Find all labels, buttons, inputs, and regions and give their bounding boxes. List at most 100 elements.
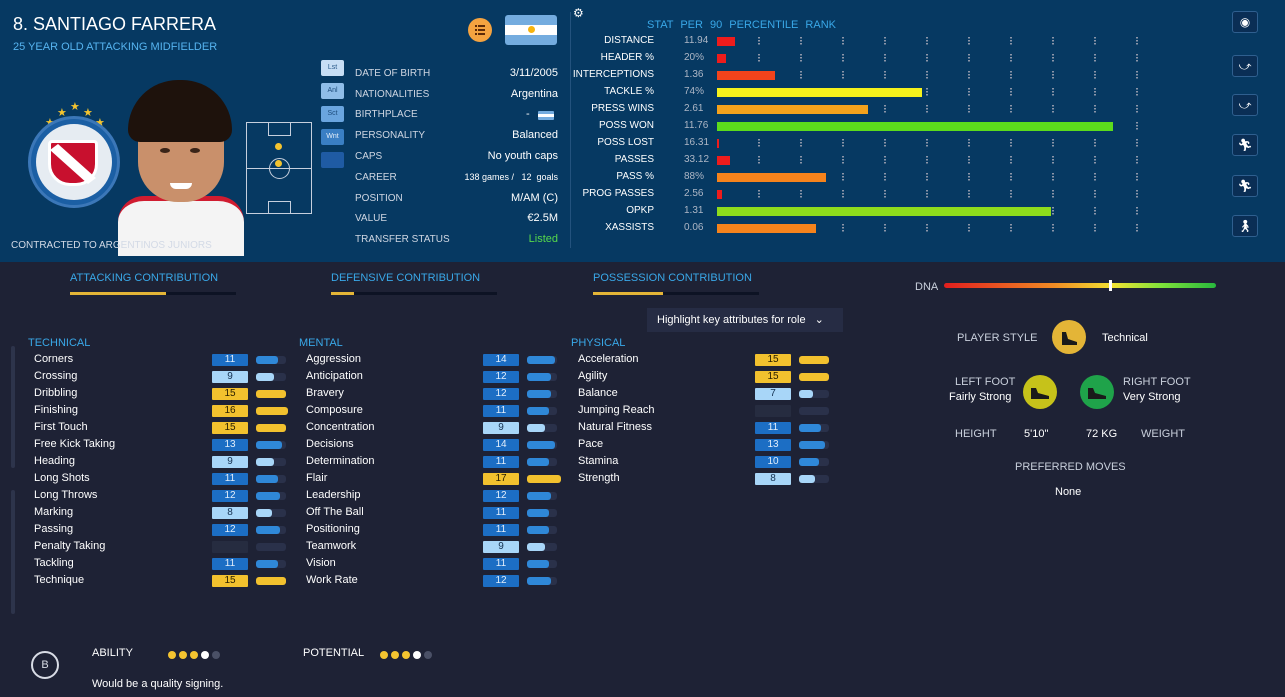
stat-gridline xyxy=(1094,207,1096,216)
running-icon[interactable]: 🏃︎ xyxy=(1232,175,1258,197)
stat-gridline xyxy=(842,156,844,165)
attribute-name[interactable]: Free Kick Taking xyxy=(34,438,116,450)
attribute-name[interactable]: Jumping Reach xyxy=(578,404,655,416)
stat-gridline xyxy=(842,139,844,148)
attribute-name[interactable]: Vision xyxy=(306,557,336,569)
attribute-name[interactable]: Technique xyxy=(34,574,85,586)
attribute-name[interactable]: Long Throws xyxy=(34,489,98,501)
attribute-name[interactable]: Positioning xyxy=(306,523,360,535)
attribute-bar xyxy=(256,560,278,568)
attribute-bar-track xyxy=(256,543,286,551)
attribute-name[interactable]: Heading xyxy=(34,455,75,467)
stat-gridline xyxy=(968,190,970,199)
attribute-name[interactable]: Marking xyxy=(34,506,74,518)
attribute-name[interactable]: Stamina xyxy=(578,455,619,467)
stat-gridline xyxy=(1052,139,1054,148)
stat-percentile-bar xyxy=(717,139,719,148)
attribute-name[interactable]: Agility xyxy=(578,370,608,382)
attribute-name[interactable]: Flair xyxy=(306,472,328,484)
attribute-name[interactable]: Acceleration xyxy=(578,353,639,365)
attribute-name[interactable]: Crossing xyxy=(34,370,78,382)
attribute-value: 9 xyxy=(483,541,519,553)
role-list-icon[interactable] xyxy=(468,18,492,42)
highlight-attributes-dropdown[interactable]: Highlight key attributes for role ⌄ xyxy=(647,308,843,332)
stat-gridline xyxy=(1010,224,1012,233)
attribute-name[interactable]: First Touch xyxy=(34,421,88,433)
attribute-name[interactable]: Balance xyxy=(578,387,618,399)
stat-gridline xyxy=(1136,224,1138,233)
role-pill-anl[interactable]: Anl xyxy=(321,83,344,99)
stat-percentile-bar xyxy=(717,37,736,46)
role-pill-wnt[interactable]: Wnt xyxy=(321,129,344,145)
attribute-name[interactable]: Aggression xyxy=(306,353,362,365)
attribute-name[interactable]: Decisions xyxy=(306,438,354,450)
attribute-name[interactable]: Bravery xyxy=(306,387,344,399)
stat-row: POSS LOST 16.31 xyxy=(580,136,1150,153)
stats-header: STAT PER 90 PERCENTILE RANK xyxy=(647,19,836,31)
attribute-name[interactable]: Composure xyxy=(306,404,363,416)
info-label: TRANSFER STATUS xyxy=(355,234,450,245)
role-pill-blank[interactable] xyxy=(321,152,344,168)
attribute-bar xyxy=(256,356,278,364)
stat-gridline xyxy=(1010,156,1012,165)
attribute-name[interactable]: Determination xyxy=(306,455,375,467)
attribute-value: 12 xyxy=(212,490,248,502)
stat-gridline xyxy=(1094,54,1096,63)
attribute-name[interactable]: Long Shots xyxy=(34,472,90,484)
dna-label: DNA xyxy=(915,281,939,293)
attribute-name[interactable]: Work Rate xyxy=(306,574,358,586)
attribute-name[interactable]: Penalty Taking xyxy=(34,540,106,552)
attribute-name[interactable]: Off The Ball xyxy=(306,506,364,518)
stat-name: TACKLE % xyxy=(604,86,654,97)
attribute-value: 11 xyxy=(483,507,519,519)
attribute-value: 11 xyxy=(212,354,248,366)
dna-bar xyxy=(944,283,1216,288)
role-pill-sct[interactable]: Sct xyxy=(321,106,344,122)
running-icon[interactable]: 🏃︎ xyxy=(1232,134,1258,156)
attribute-name[interactable]: Teamwork xyxy=(306,540,357,552)
player-name: 8. SANTIAGO FARRERA xyxy=(13,14,217,34)
info-label: CAPS xyxy=(355,151,383,162)
left-foot-label: LEFT FOOT xyxy=(955,376,1016,388)
attribute-name[interactable]: Anticipation xyxy=(306,370,363,382)
attribute-value: 15 xyxy=(212,388,248,400)
stat-gridline xyxy=(968,54,970,63)
potential-label: POTENTIAL xyxy=(303,647,365,659)
attribute-name[interactable]: Passing xyxy=(34,523,74,535)
role-pill-lst[interactable]: Lst xyxy=(321,60,344,76)
attribute-name[interactable]: Dribbling xyxy=(34,387,78,399)
possession-contribution-bar xyxy=(593,292,759,295)
attribute-value: 12 xyxy=(483,371,519,383)
stat-gridline xyxy=(1136,173,1138,182)
attribute-name[interactable]: Concentration xyxy=(306,421,375,433)
stat-gridline xyxy=(1094,173,1096,182)
attribute-name[interactable]: Leadership xyxy=(306,489,361,501)
attributes-scrollbar[interactable] xyxy=(11,346,15,468)
attribute-bar xyxy=(527,577,551,585)
crest-star-icon: ★ xyxy=(83,107,93,119)
stat-value: 11.76 xyxy=(684,120,709,131)
walking-icon[interactable]: 🚶︎ xyxy=(1232,215,1258,237)
attributes-scrollbar[interactable] xyxy=(11,490,15,614)
attribute-name[interactable]: Tackling xyxy=(34,557,74,569)
stat-value: 1.31 xyxy=(684,205,704,216)
attribute-bar xyxy=(799,424,821,432)
attribute-bar xyxy=(527,458,549,466)
scout-grade-badge[interactable]: B xyxy=(31,651,59,679)
attribute-name[interactable]: Corners xyxy=(34,353,74,365)
right-foot-label: RIGHT FOOT xyxy=(1123,376,1191,388)
attribute-name[interactable]: Natural Fitness xyxy=(578,421,652,433)
info-label: BIRTHPLACE xyxy=(355,109,418,120)
attribute-value: 15 xyxy=(755,371,791,383)
attribute-name[interactable]: Finishing xyxy=(34,404,79,416)
slide-tackle-icon[interactable]: ⤻ xyxy=(1232,55,1258,77)
stat-gridline xyxy=(968,224,970,233)
attribute-name[interactable]: Strength xyxy=(578,472,620,484)
gear-icon[interactable]: ⚙ xyxy=(573,6,584,20)
profile-icon[interactable]: ◉ xyxy=(1232,11,1258,33)
attribute-name[interactable]: Pace xyxy=(578,438,604,450)
position-pitch xyxy=(246,122,312,214)
weight-label: WEIGHT xyxy=(1141,428,1185,440)
slide-tackle-icon[interactable]: ⤻ xyxy=(1232,94,1258,116)
attribute-bar xyxy=(527,356,555,364)
